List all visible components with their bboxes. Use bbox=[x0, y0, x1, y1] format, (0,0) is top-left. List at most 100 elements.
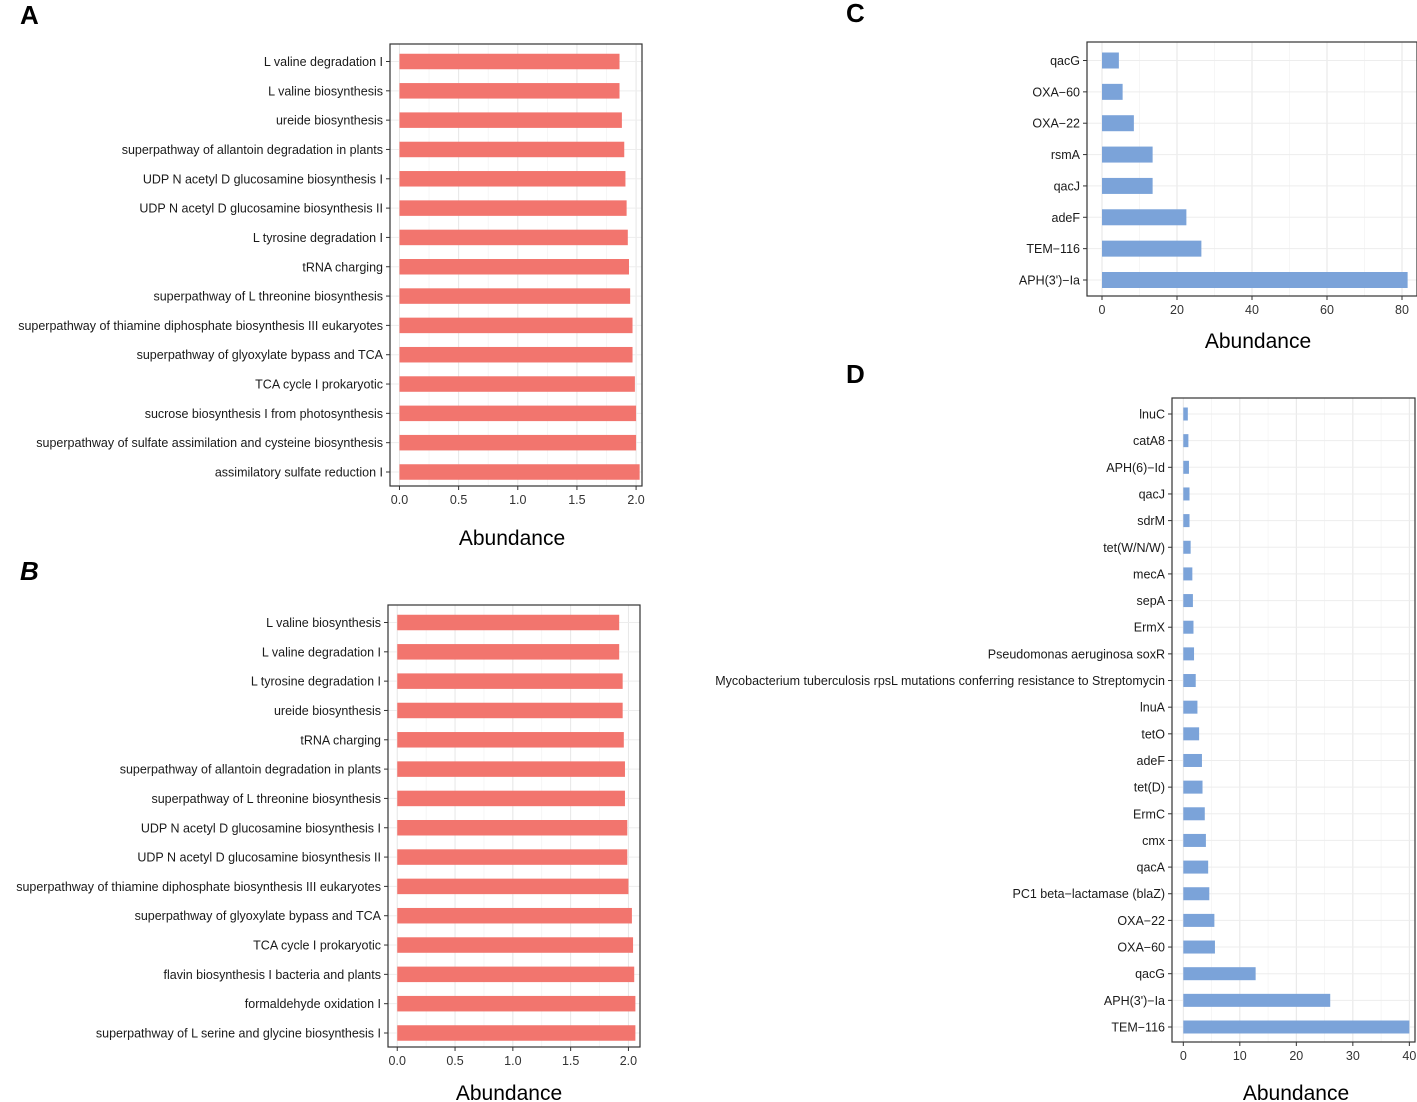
bar bbox=[397, 702, 623, 719]
category-label: tet(W/N/W) bbox=[1103, 541, 1165, 555]
category-label: OXA−60 bbox=[1032, 85, 1080, 99]
category-label: tet(D) bbox=[1134, 781, 1165, 795]
category-label: APH(3')−Ia bbox=[1104, 994, 1165, 1008]
category-label: flavin biosynthesis I bacteria and plant… bbox=[164, 968, 382, 982]
bar bbox=[1183, 1020, 1410, 1034]
category-label: qacG bbox=[1050, 54, 1080, 68]
category-label: L tyrosine degradation I bbox=[253, 231, 383, 245]
plot-border bbox=[389, 43, 643, 487]
category-label: APH(6)−Id bbox=[1106, 461, 1165, 475]
category-label: APH(3')−Ia bbox=[1019, 274, 1080, 288]
category-label: OXA−60 bbox=[1117, 941, 1165, 955]
category-label: ErmC bbox=[1133, 807, 1165, 821]
bar bbox=[399, 112, 622, 128]
bar bbox=[1183, 700, 1198, 714]
bar bbox=[1183, 407, 1188, 421]
category-label: UDP N acetyl D glucosamine biosynthesis … bbox=[139, 202, 383, 216]
x-tick-label: 1.5 bbox=[562, 1054, 579, 1068]
bar bbox=[1183, 647, 1195, 661]
bar bbox=[1183, 674, 1196, 688]
bar bbox=[1183, 753, 1202, 767]
category-label: superpathway of thiamine diphosphate bio… bbox=[16, 880, 381, 894]
x-tick-label: 20 bbox=[1289, 1049, 1303, 1063]
category-label: L valine degradation I bbox=[262, 645, 381, 659]
bar bbox=[397, 614, 620, 631]
category-label: superpathway of glyoxylate bypass and TC… bbox=[137, 348, 384, 362]
x-axis-title: Abundance bbox=[1205, 330, 1311, 353]
category-label: qacG bbox=[1135, 967, 1165, 981]
category-label: sepA bbox=[1137, 594, 1166, 608]
bar bbox=[1102, 146, 1153, 163]
x-tick-label: 40 bbox=[1245, 303, 1259, 317]
category-label: lnuA bbox=[1140, 701, 1166, 715]
category-label: mecA bbox=[1133, 567, 1166, 581]
bar bbox=[397, 966, 635, 983]
x-tick-label: 1.5 bbox=[568, 493, 585, 507]
category-label: superpathway of thiamine diphosphate bio… bbox=[18, 319, 383, 333]
category-label: Pseudomonas aeruginosa soxR bbox=[988, 647, 1165, 661]
bar bbox=[397, 820, 628, 836]
bar bbox=[1183, 727, 1200, 741]
x-tick-label: 0 bbox=[1180, 1049, 1187, 1063]
panel-b: B L valine biosynthesis L valine degradati… bbox=[16, 556, 641, 1102]
bar bbox=[397, 878, 629, 895]
bar bbox=[1102, 272, 1408, 288]
bar bbox=[399, 141, 625, 158]
bar bbox=[397, 907, 632, 924]
plot-background bbox=[1172, 398, 1415, 1042]
category-label: UDP N acetyl D glucosamine biosynthesis … bbox=[143, 172, 383, 186]
category-label: TCA cycle I prokaryotic bbox=[253, 939, 381, 953]
bar bbox=[1183, 993, 1331, 1007]
bar bbox=[399, 317, 633, 334]
bar bbox=[1183, 487, 1190, 501]
x-tick-label: 1.0 bbox=[509, 493, 526, 507]
category-label: Mycobacterium tuberculosis rpsL mutation… bbox=[715, 674, 1165, 688]
category-label: tetO bbox=[1141, 727, 1165, 741]
x-axis-title: Abundance bbox=[459, 527, 565, 550]
category-label: ureide biosynthesis bbox=[276, 114, 383, 128]
category-label: superpathway of allantoin degradation in… bbox=[122, 143, 383, 157]
category-label: formaldehyde oxidation I bbox=[245, 997, 381, 1011]
category-label: superpathway of sulfate assimilation and… bbox=[36, 436, 383, 450]
bar bbox=[1102, 240, 1202, 257]
bar bbox=[397, 995, 636, 1012]
bar bbox=[1183, 540, 1191, 554]
category-label: PC1 beta−lactamase (blaZ) bbox=[1012, 887, 1165, 901]
category-label: L tyrosine degradation I bbox=[251, 675, 381, 689]
bar bbox=[1102, 209, 1187, 226]
bar bbox=[1102, 52, 1119, 69]
bar bbox=[397, 644, 620, 660]
bar bbox=[399, 83, 620, 99]
panel-letter: D bbox=[846, 359, 865, 389]
bar bbox=[397, 761, 625, 777]
category-label: adeF bbox=[1052, 211, 1081, 225]
bar bbox=[1183, 940, 1215, 954]
category-label: cmx bbox=[1142, 834, 1166, 848]
bar bbox=[1183, 780, 1203, 794]
category-label: sucrose biosynthesis I from photosynthes… bbox=[145, 407, 383, 421]
category-label: sdrM bbox=[1137, 514, 1165, 528]
x-tick-label: 20 bbox=[1170, 303, 1184, 317]
x-tick-label: 0.5 bbox=[446, 1054, 463, 1068]
x-tick-label: 0.5 bbox=[450, 493, 467, 507]
category-label: superpathway of allantoin degradation in… bbox=[120, 763, 381, 777]
category-label: ureide biosynthesis bbox=[274, 704, 381, 718]
x-tick-label: 10 bbox=[1233, 1049, 1247, 1063]
category-label: assimilatory sulfate reduction I bbox=[215, 466, 383, 480]
category-label: UDP N acetyl D glucosamine biosynthesis … bbox=[141, 821, 381, 835]
category-label: adeF bbox=[1137, 754, 1166, 768]
bar bbox=[397, 849, 628, 865]
bar bbox=[1102, 83, 1123, 100]
category-label: qacA bbox=[1137, 861, 1166, 875]
bar bbox=[1183, 807, 1205, 821]
category-label: tRNA charging bbox=[300, 733, 381, 747]
bar bbox=[1183, 594, 1193, 608]
bar bbox=[1183, 567, 1193, 581]
category-label: catA8 bbox=[1133, 434, 1165, 448]
panel-letter: B bbox=[20, 556, 39, 586]
bar bbox=[397, 937, 634, 953]
bar bbox=[399, 288, 631, 304]
